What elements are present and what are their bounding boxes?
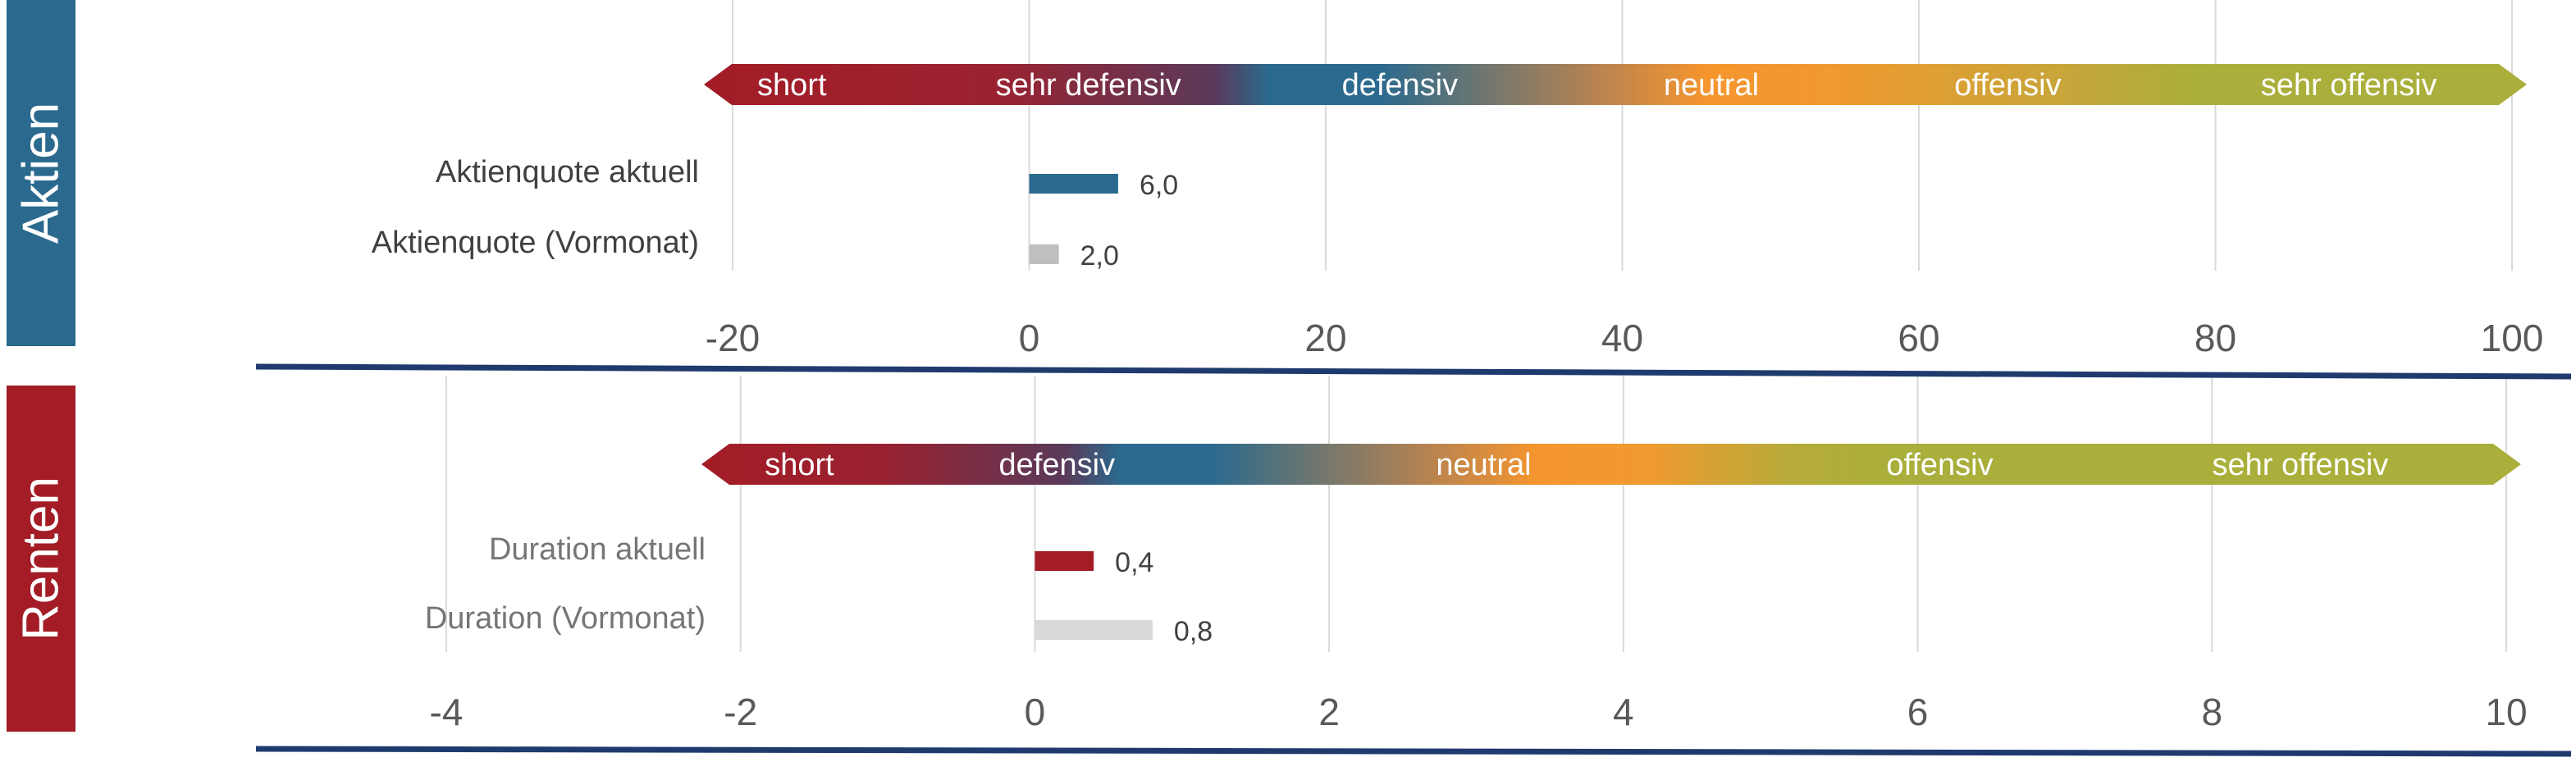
- aktien-scale-label: defensiv: [1342, 68, 1459, 103]
- renten-scale-label: sehr offensiv: [2213, 448, 2389, 482]
- aktien-value-label: 6,0: [1140, 170, 1178, 201]
- renten-scale-arrow: [701, 444, 2521, 485]
- renten-panel-tab: Renten: [7, 386, 75, 732]
- renten-chart: short defensiv neutral offensiv sehr offensi…: [425, 376, 2528, 733]
- renten-tick-label: -2: [724, 691, 757, 733]
- aktien-bar: [1029, 174, 1118, 194]
- renten-value-label: 0,8: [1174, 616, 1213, 647]
- aktien-scale-label: sehr defensiv: [996, 68, 1181, 103]
- renten-tick-label: 0: [1025, 691, 1046, 733]
- aktien-category-label: Aktienquote (Vormonat): [372, 226, 699, 260]
- aktien-scale-label: sehr offensiv: [2261, 68, 2437, 103]
- renten-scale-label: defensiv: [999, 448, 1116, 482]
- aktien-scale-label: offensiv: [1954, 68, 2061, 103]
- aktien-tick-label: 0: [1019, 317, 1040, 359]
- renten-bar: [1035, 620, 1153, 640]
- aktien-category-label: Aktienquote aktuell: [436, 155, 699, 189]
- renten-scale-label: offensiv: [1886, 448, 1993, 482]
- renten-bar: [1035, 551, 1094, 571]
- aktien-tick-label: 60: [1898, 317, 1939, 359]
- aktien-tick-label: 40: [1601, 317, 1643, 359]
- aktien-tick-label: 100: [2481, 317, 2544, 359]
- renten-tick-label: 6: [1907, 691, 1929, 733]
- renten-scale-label: short: [765, 448, 834, 482]
- renten-scale-label: neutral: [1436, 448, 1531, 482]
- aktien-bar: [1029, 244, 1059, 264]
- aktien-tick-label: -20: [706, 317, 760, 359]
- aktien-scale-label: neutral: [1664, 68, 1759, 103]
- renten-tick-label: 4: [1613, 691, 1634, 733]
- renten-divider-line: [255, 746, 2572, 757]
- aktien-value-label: 2,0: [1080, 240, 1119, 271]
- aktien-tick-label: 80: [2195, 317, 2236, 359]
- renten-value-label: 0,4: [1115, 547, 1153, 578]
- aktien-scale-label: short: [757, 68, 827, 103]
- aktien-scale-arrow: [704, 64, 2527, 105]
- aktien-chart: short sehr defensiv defensiv neutral offensi…: [372, 0, 2544, 359]
- aktien-divider-line: [255, 363, 2572, 380]
- renten-tick-label: 8: [2201, 691, 2222, 733]
- renten-category-label: Duration (Vormonat): [425, 601, 706, 636]
- renten-tick-label: 2: [1318, 691, 1340, 733]
- aktien-tick-label: 20: [1304, 317, 1346, 359]
- renten-tick-label: -4: [430, 691, 464, 733]
- aktien-panel-tab: Aktien: [7, 0, 75, 346]
- renten-tick-label: 10: [2485, 691, 2527, 733]
- renten-category-label: Duration aktuell: [489, 532, 706, 567]
